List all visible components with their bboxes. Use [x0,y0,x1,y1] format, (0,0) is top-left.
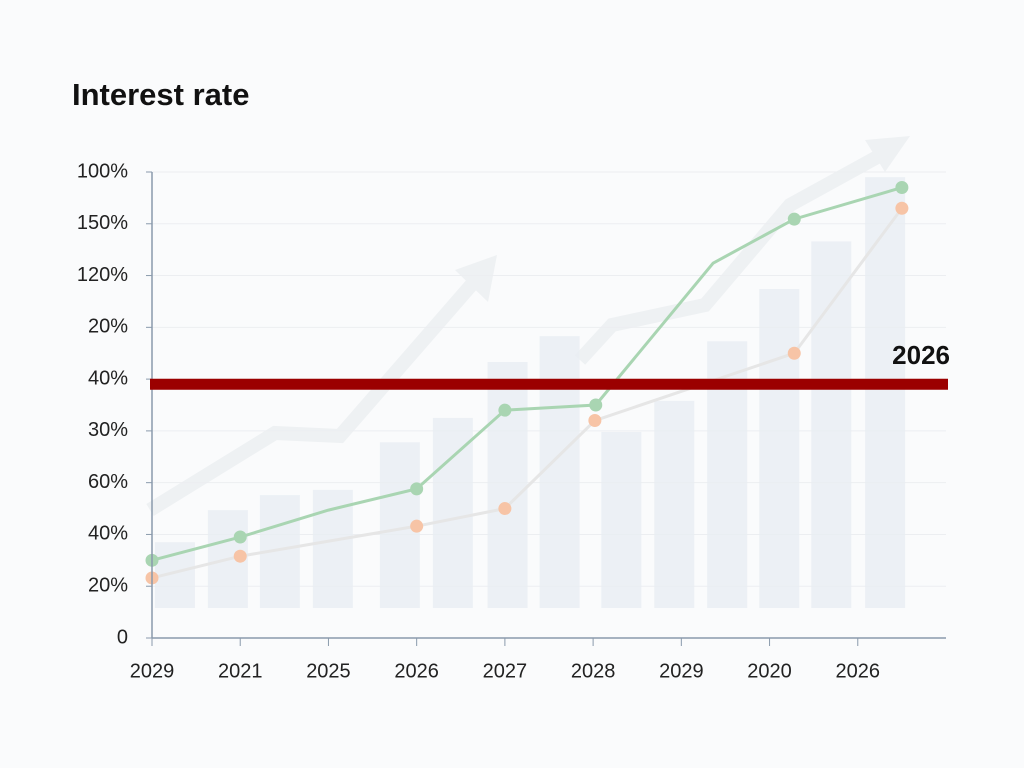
bar [487,362,528,608]
y-tick-label: 40% [88,523,128,545]
x-tick-label: 2029 [659,660,704,682]
bar [432,417,473,608]
y-tick-label: 30% [88,419,128,441]
y-tick-label: 40% [88,367,128,389]
point [410,519,424,533]
point [589,398,603,412]
bar [539,336,580,608]
decorative-arrowhead [865,136,910,172]
point [410,482,424,496]
point [233,549,247,563]
point [498,403,512,417]
y-tick-label: 150% [77,212,128,234]
y-tick-label: 20% [88,575,128,597]
bar [811,241,852,609]
x-tick-label: 2020 [747,660,792,682]
point [787,212,801,226]
point [498,502,512,516]
decorative-arrowhead [455,255,497,302]
y-tick-label: 0 [117,626,128,648]
x-tick-label: 2027 [483,660,528,682]
plot-area: 0 20% 40% 60% 30% 40% 20% 120% 150% 100% 2029 2021 2… [77,160,950,682]
bar [759,289,800,608]
x-tick-label: 2029 [130,660,175,682]
point [787,346,801,360]
point [588,414,602,428]
x-tick-label: 2026 [394,660,439,682]
chart-title: Interest rate [72,77,249,112]
x-tick-label: 2026 [836,660,881,682]
bar [654,400,695,608]
point [233,530,247,544]
decorative-arrow [574,143,894,365]
point [895,201,909,215]
x-tick-label: 2025 [306,660,351,682]
y-tick-label: 100% [77,160,128,182]
x-tick-label: 2021 [218,660,263,682]
bar [601,431,642,608]
bar [865,177,906,608]
x-tick-label: 2028 [571,660,616,682]
reference-label: 2026 [892,340,950,370]
y-tick-label: 120% [77,264,128,286]
point [895,181,909,195]
decorative-arrow [146,270,486,516]
y-tick-label: 20% [88,316,128,338]
y-tick-label: 60% [88,471,128,493]
